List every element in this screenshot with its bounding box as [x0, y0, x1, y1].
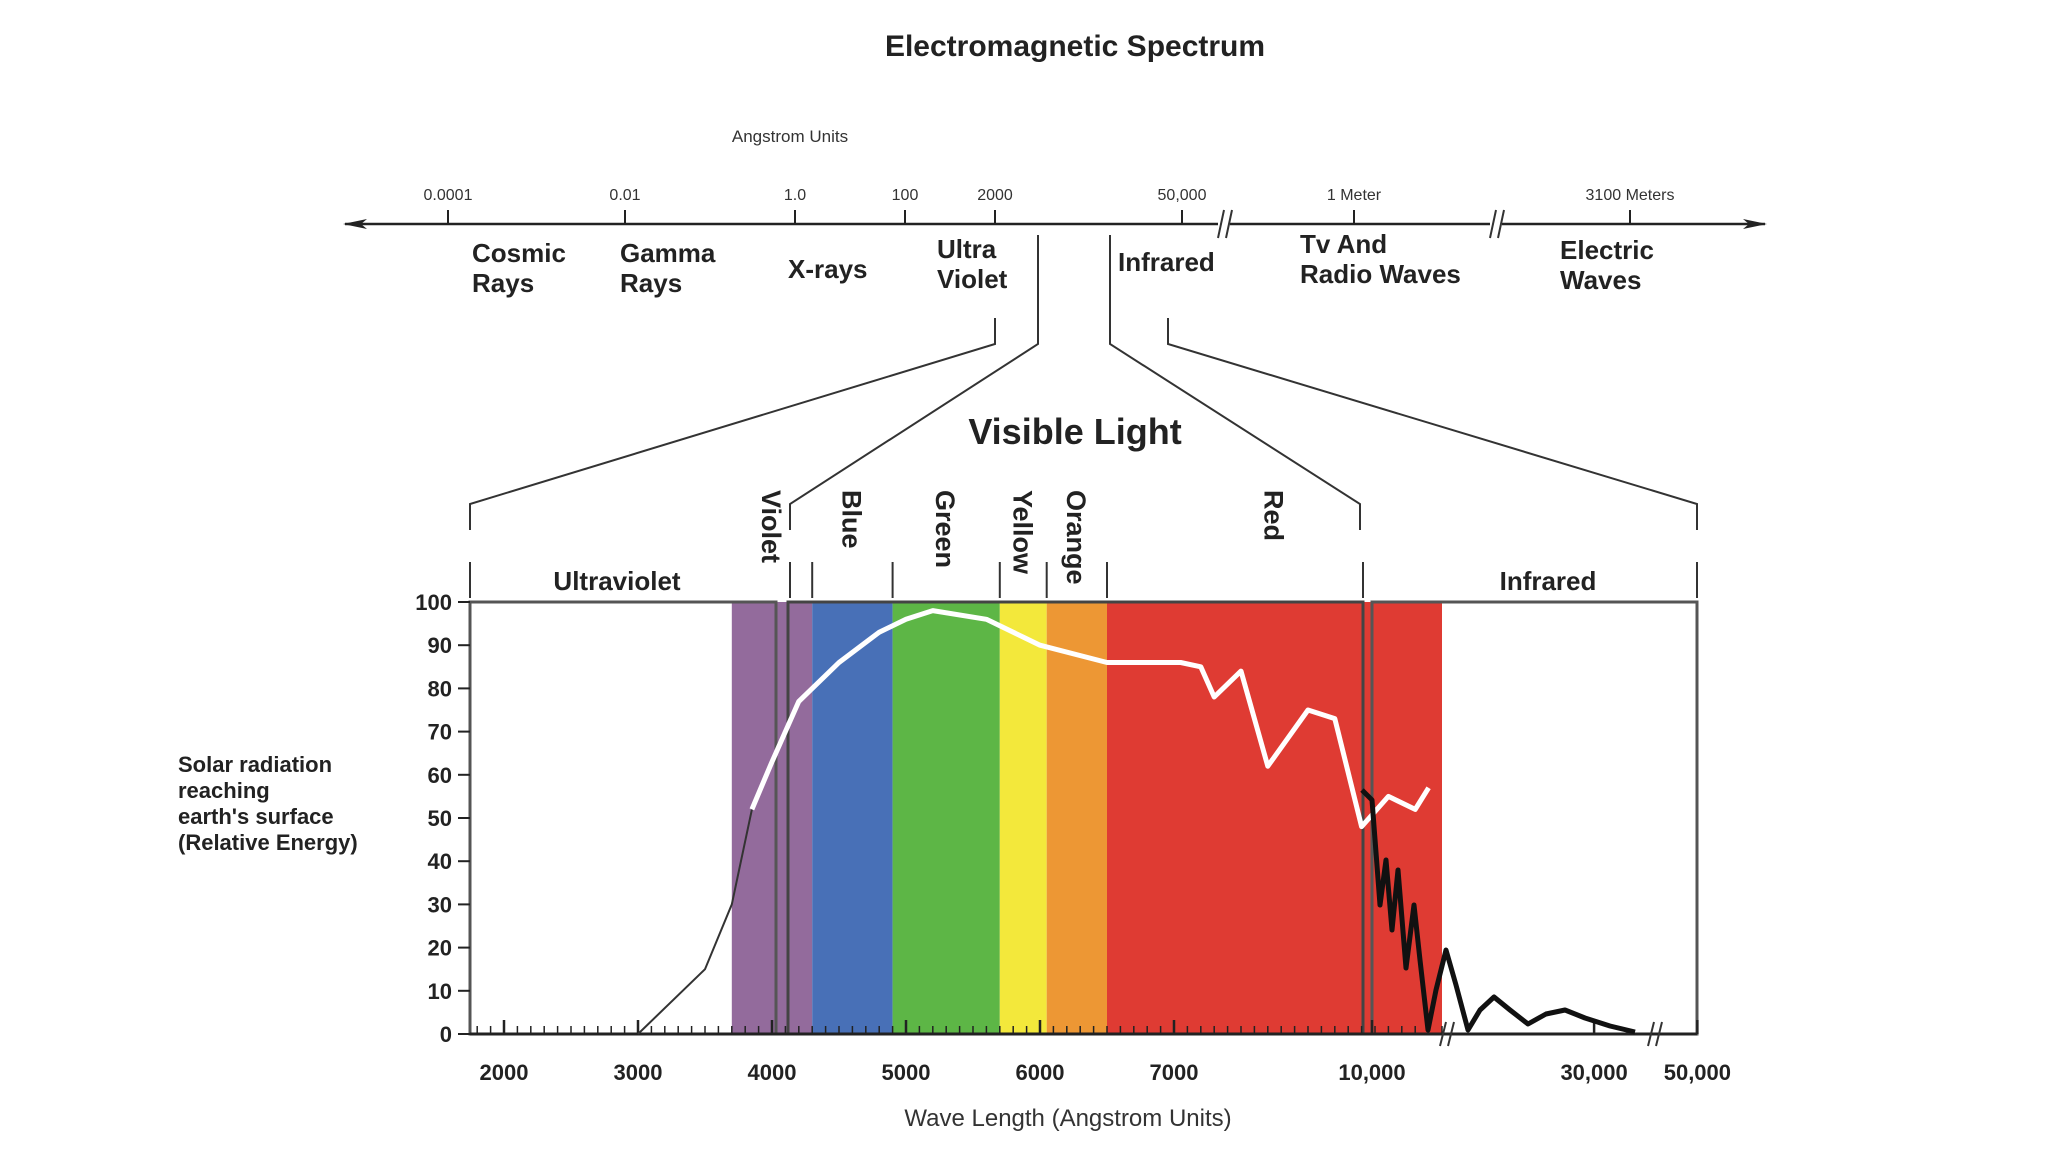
y-tick-label: 20	[428, 936, 452, 961]
x-axis-breaks	[1439, 1021, 1663, 1047]
spectrum-tick-label: 1.0	[784, 187, 806, 204]
x-tick-label: 4000	[748, 1060, 797, 1085]
spectrum-tick-label: 1 Meter	[1327, 187, 1382, 204]
solar-curve-infrared-segment	[1360, 788, 1636, 1035]
spectrum-region-label: Ultra	[937, 234, 997, 264]
band-label-orange: Orange	[1061, 490, 1091, 585]
band-violet	[731, 602, 813, 1034]
spectrum-tick-label: 2000	[977, 187, 1013, 204]
band-red	[1107, 602, 1442, 1034]
x-axis-ticks: 2000 3000 4000 5000 6000 7000 10,000 30,000 50,0…	[480, 1020, 1731, 1085]
y-tick-label: 40	[428, 849, 452, 874]
spectrum-tick-label: 100	[892, 187, 919, 204]
y-tick-label: 10	[428, 979, 452, 1004]
x-tick-label: 50,000	[1664, 1060, 1731, 1085]
spectrum-region-label: Infrared	[1118, 247, 1215, 277]
band-label-red: Red	[1259, 490, 1289, 541]
y-axis-label-line: earth's surface	[178, 804, 334, 829]
y-tick-label: 80	[428, 676, 452, 701]
visible-color-bands	[731, 602, 1442, 1034]
spectrum-region-label: Waves	[1560, 265, 1641, 295]
visible-band-labels: Violet Blue Green Yellow Orange Red	[756, 490, 1289, 598]
spectrum-region-label: Radio Waves	[1300, 259, 1461, 289]
y-axis-label-line: (Relative Energy)	[178, 830, 358, 855]
diagram-title: Electromagnetic Spectrum	[885, 30, 1265, 63]
x-tick-label: 3000	[614, 1060, 663, 1085]
spectrum-region-label: Tv And	[1300, 229, 1387, 259]
y-tick-label: 0	[440, 1022, 452, 1047]
spectrum-tick-label: 0.01	[609, 187, 640, 204]
y-axis-label-line: reaching	[178, 778, 270, 803]
y-tick-label: 100	[415, 590, 452, 615]
y-tick-label: 90	[428, 633, 452, 658]
x-tick-label: 7000	[1150, 1060, 1199, 1085]
band-green	[892, 602, 1000, 1034]
x-tick-label: 10,000	[1338, 1060, 1405, 1085]
spectrum-ticks: 0.0001 0.01 1.0 100 2000 50,000 1 Meter 3100 Me…	[424, 187, 1675, 224]
solar-curve-uv-segment	[637, 809, 753, 1035]
section-header-brackets	[469, 562, 1698, 598]
band-label-blue: Blue	[836, 490, 866, 549]
band-blue	[812, 602, 893, 1034]
y-tick-label: 70	[428, 720, 452, 745]
spectrum-tick-label: 3100 Meters	[1586, 187, 1675, 204]
band-label-green: Green	[930, 490, 960, 568]
x-tick-label: 30,000	[1560, 1060, 1627, 1085]
ultraviolet-section-label: Ultraviolet	[553, 566, 680, 596]
x-axis-label: Wave Length (Angstrom Units)	[904, 1105, 1231, 1132]
spectrum-tick-label: 0.0001	[424, 187, 473, 204]
spectrum-region-label: Electric	[1560, 235, 1654, 265]
infrared-section-label: Infrared	[1500, 566, 1597, 596]
x-tick-label: 2000	[480, 1060, 529, 1085]
y-tick-label: 50	[428, 806, 452, 831]
y-axis-label-line: Solar radiation	[178, 752, 332, 777]
solar-curve-visible-segment	[749, 608, 1431, 830]
y-tick-label: 60	[428, 763, 452, 788]
y-tick-label: 30	[428, 892, 452, 917]
spectrum-unit-label: Angstrom Units	[732, 127, 848, 146]
spectrum-region-label: Rays	[472, 268, 534, 298]
spectrum-axis-breaks	[1217, 209, 1505, 239]
zoom-connectors	[469, 235, 1698, 530]
spectrum-region-label: X-rays	[788, 254, 868, 284]
spectrum-tick-label: 50,000	[1158, 187, 1207, 204]
spectrum-region-label: Cosmic	[472, 238, 566, 268]
spectrum-region-label: Rays	[620, 268, 682, 298]
band-orange	[1046, 602, 1107, 1034]
x-tick-label: 6000	[1016, 1060, 1065, 1085]
band-label-yellow: Yellow	[1007, 490, 1037, 575]
visible-light-label: Visible Light	[968, 411, 1181, 452]
spectrum-region-label: Violet	[937, 264, 1008, 294]
band-label-violet: Violet	[756, 490, 786, 563]
x-tick-label: 5000	[882, 1060, 931, 1085]
spectrum-region-label: Gamma	[620, 238, 716, 268]
band-yellow	[999, 602, 1047, 1034]
